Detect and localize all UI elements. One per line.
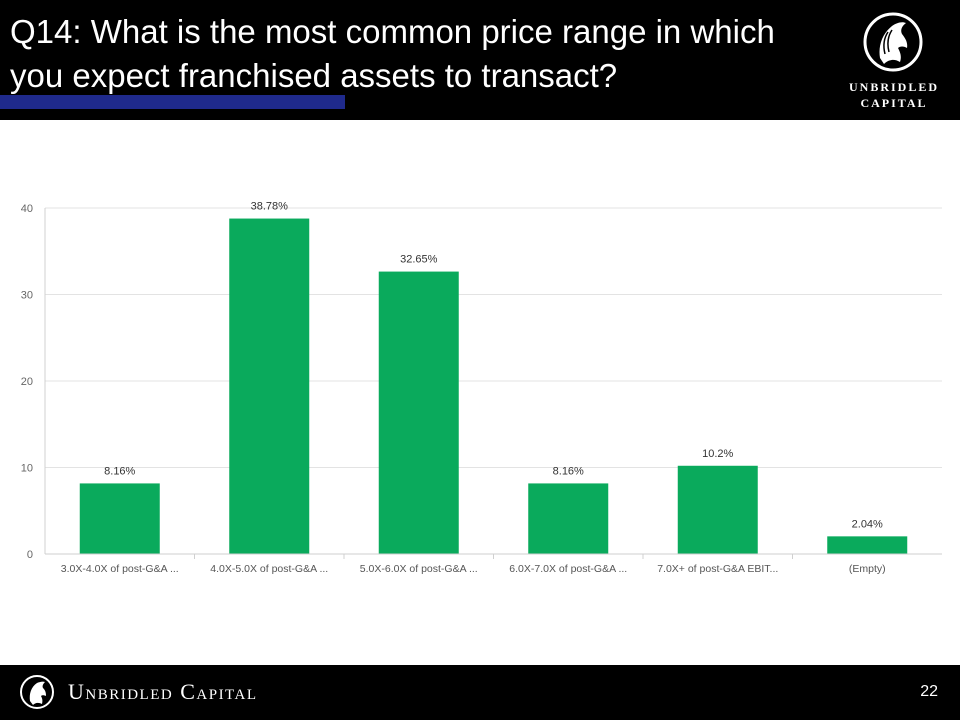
x-category-label: 5.0X-6.0X of post-G&A ... xyxy=(360,563,478,575)
slide-footer: Unbridled Capital 22 xyxy=(0,665,960,720)
y-tick-label: 10 xyxy=(21,463,33,475)
y-tick-label: 20 xyxy=(21,376,33,388)
bar xyxy=(229,219,309,554)
bar xyxy=(528,483,608,554)
x-category-label: 7.0X+ of post-G&A EBIT... xyxy=(657,563,778,575)
data-label: 38.78% xyxy=(251,201,289,213)
y-tick-label: 40 xyxy=(21,203,33,215)
x-category-label: 6.0X-7.0X of post-G&A ... xyxy=(509,563,627,575)
logo-text-line1: UNBRIDLED xyxy=(838,80,950,95)
page-number: 22 xyxy=(920,683,938,701)
bar xyxy=(379,272,459,554)
bar xyxy=(827,536,907,554)
horse-head-icon xyxy=(18,673,56,711)
horse-head-icon xyxy=(858,8,928,76)
slide-title: Q14: What is the most common price range… xyxy=(10,10,830,98)
data-label: 2.04% xyxy=(852,518,883,530)
data-label: 8.16% xyxy=(553,465,584,477)
data-label: 8.16% xyxy=(104,465,135,477)
y-tick-label: 0 xyxy=(27,549,33,561)
y-tick-label: 30 xyxy=(21,290,33,302)
chart-canvas: 0 10 20 30 40 8.16% 3.0X-4.0X of post-G&A ... 3… xyxy=(0,190,960,590)
bar xyxy=(80,483,160,554)
logo-text-line2: CAPITAL xyxy=(838,96,950,111)
data-label: 10.2% xyxy=(702,448,733,460)
x-category-label: 4.0X-5.0X of post-G&A ... xyxy=(210,563,328,575)
bar-chart: 0 10 20 30 40 8.16% 3.0X-4.0X of post-G&A ... 3… xyxy=(0,190,960,590)
data-label: 32.65% xyxy=(400,254,438,266)
slide-header: Q14: What is the most common price range… xyxy=(0,0,960,120)
x-category-label: 3.0X-4.0X of post-G&A ... xyxy=(61,563,179,575)
company-logo: UNBRIDLED CAPITAL xyxy=(838,8,950,112)
bar xyxy=(678,466,758,554)
title-accent-bar xyxy=(0,95,345,109)
footer-brand-name: Unbridled Capital xyxy=(68,679,258,705)
x-category-label: (Empty) xyxy=(849,563,886,575)
